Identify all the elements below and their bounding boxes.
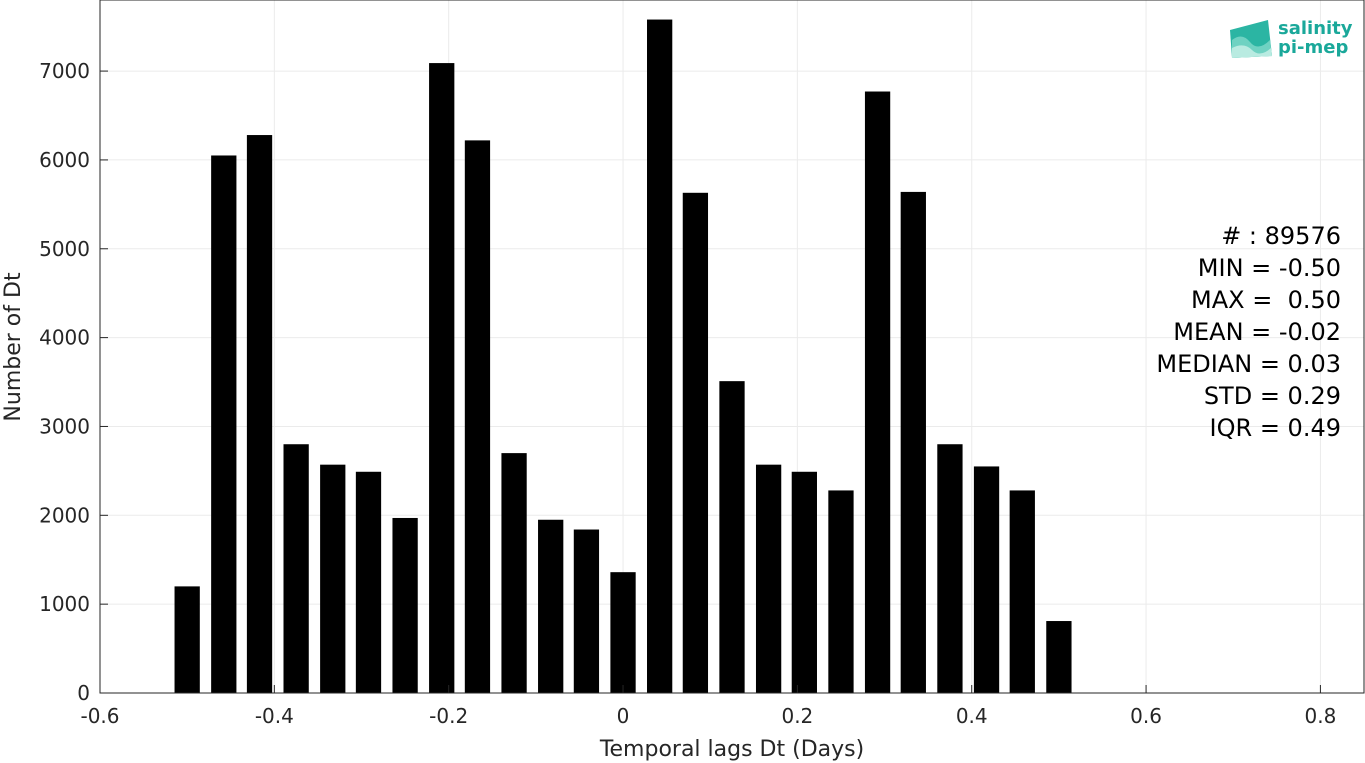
salinity-pi-mep-logo: salinity pi-mep: [1230, 18, 1353, 58]
y-tick-label: 3000: [39, 414, 90, 438]
histogram-bar: [682, 192, 709, 694]
stat-line: MEAN = -0.02: [1173, 318, 1341, 346]
histogram-bar: [538, 519, 564, 693]
y-axis-ticks: 0 1000 2000 3000 4000 5000 6000 7000: [39, 59, 108, 705]
histogram-bar: [392, 517, 418, 693]
histogram-bar: [573, 529, 600, 693]
histogram-bar: [755, 464, 782, 693]
histogram-bar: [1046, 621, 1072, 693]
y-tick-label: 4000: [39, 326, 90, 350]
histogram-bar: [900, 191, 926, 693]
stat-line: MAX = 0.50: [1191, 286, 1341, 314]
x-tick-label: 0.4: [956, 704, 988, 728]
histogram-bar: [283, 444, 309, 693]
histogram-bar: [791, 471, 817, 693]
histogram-bar: [1009, 490, 1035, 693]
logo-wave-icon: [1230, 20, 1272, 58]
histogram-bar: [719, 381, 745, 693]
bars: [174, 19, 1072, 694]
histogram-bar: [429, 63, 455, 694]
y-tick-label: 6000: [39, 148, 90, 172]
stat-line: MIN = -0.50: [1198, 254, 1341, 282]
stat-line: STD = 0.29: [1204, 382, 1341, 410]
histogram-bar: [501, 453, 527, 693]
x-tick-label: 0: [617, 704, 630, 728]
histogram-bar: [320, 464, 346, 693]
stat-line: IQR = 0.49: [1210, 414, 1341, 442]
x-tick-label: 0.8: [1305, 704, 1337, 728]
statistics-annotation: # : 89576 MIN = -0.50 MAX = 0.50 MEAN = -0.…: [1156, 222, 1341, 442]
histogram-bar: [937, 444, 963, 693]
y-tick-label: 2000: [39, 503, 90, 527]
x-tick-label: -0.4: [255, 704, 294, 728]
histogram-bar: [647, 19, 673, 694]
histogram-bar: [174, 586, 200, 693]
y-tick-label: 7000: [39, 59, 90, 83]
stat-line: # : 89576: [1221, 222, 1341, 250]
x-tick-label: 0.2: [781, 704, 813, 728]
y-tick-label: 0: [77, 681, 90, 705]
logo-line-2: pi-mep: [1278, 37, 1348, 58]
histogram-bar: [864, 91, 891, 693]
y-axis-label: Number of Dt: [1, 272, 26, 422]
histogram-bar: [828, 490, 854, 693]
histogram-bar: [246, 135, 273, 694]
x-tick-label: 0.6: [1130, 704, 1162, 728]
y-tick-label: 1000: [39, 592, 90, 616]
histogram-bar: [211, 155, 237, 693]
x-axis-ticks: -0.6 -0.4 -0.2 0 0.2 0.4 0.6 0.8: [80, 685, 1336, 728]
logo-line-1: salinity: [1278, 18, 1353, 39]
histogram-bar: [973, 466, 1000, 693]
x-axis-label: Temporal lags Dt (Days): [599, 737, 864, 762]
stat-line: MEDIAN = 0.03: [1156, 350, 1341, 378]
histogram-bar: [355, 471, 382, 693]
x-tick-label: -0.2: [429, 704, 468, 728]
histogram-bar: [464, 140, 491, 693]
x-tick-label: -0.6: [80, 704, 119, 728]
histogram-bar: [610, 572, 636, 693]
plot-frame: [99, 0, 1365, 694]
y-tick-label: 5000: [39, 237, 90, 261]
